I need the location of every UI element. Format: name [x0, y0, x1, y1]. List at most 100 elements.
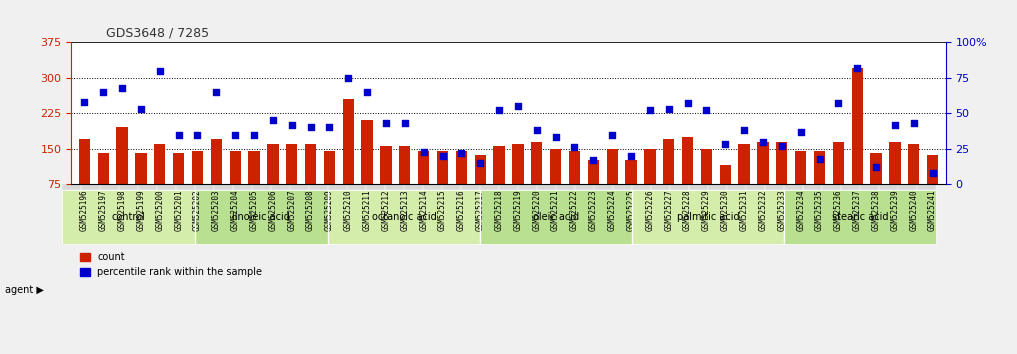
Bar	[644, 149, 656, 184]
Point	[679, 101, 696, 106]
Point	[416, 149, 432, 154]
FancyBboxPatch shape	[841, 184, 860, 190]
Bar	[531, 142, 542, 184]
FancyBboxPatch shape	[157, 184, 176, 190]
Bar	[625, 160, 637, 184]
Point	[208, 89, 225, 95]
FancyBboxPatch shape	[233, 184, 252, 190]
Bar	[569, 151, 580, 184]
Bar	[606, 149, 618, 184]
FancyBboxPatch shape	[670, 184, 690, 190]
FancyBboxPatch shape	[537, 184, 556, 190]
Point	[661, 106, 677, 112]
Bar	[701, 149, 712, 184]
Point	[302, 125, 318, 130]
FancyBboxPatch shape	[518, 184, 537, 190]
FancyBboxPatch shape	[803, 184, 822, 190]
FancyBboxPatch shape	[309, 184, 327, 190]
Bar	[267, 144, 279, 184]
Bar	[286, 144, 297, 184]
Bar	[456, 151, 467, 184]
FancyBboxPatch shape	[271, 184, 290, 190]
Point	[359, 89, 375, 95]
FancyBboxPatch shape	[252, 184, 271, 190]
Point	[699, 108, 715, 113]
Bar	[795, 151, 806, 184]
Bar	[192, 151, 203, 184]
Point	[284, 122, 300, 127]
Point	[868, 164, 884, 170]
Point	[321, 125, 338, 130]
FancyBboxPatch shape	[137, 184, 157, 190]
Point	[472, 160, 488, 166]
Bar	[135, 153, 146, 184]
Bar	[851, 68, 862, 184]
FancyBboxPatch shape	[860, 184, 880, 190]
FancyBboxPatch shape	[746, 184, 765, 190]
Text: octanoic acid: octanoic acid	[371, 212, 436, 222]
Point	[792, 129, 809, 135]
Point	[905, 120, 921, 126]
Bar	[323, 151, 335, 184]
FancyBboxPatch shape	[461, 184, 480, 190]
Bar	[871, 153, 882, 184]
FancyBboxPatch shape	[880, 184, 898, 190]
Point	[887, 122, 903, 127]
Bar	[814, 151, 825, 184]
FancyBboxPatch shape	[480, 184, 499, 190]
Text: palmitic acid: palmitic acid	[677, 212, 739, 222]
Bar	[682, 137, 694, 184]
Text: GDS3648 / 7285: GDS3648 / 7285	[106, 27, 210, 40]
FancyBboxPatch shape	[765, 184, 784, 190]
FancyBboxPatch shape	[442, 184, 461, 190]
FancyBboxPatch shape	[633, 190, 784, 244]
Point	[529, 127, 545, 133]
Point	[849, 65, 865, 71]
Text: control: control	[111, 212, 145, 222]
FancyBboxPatch shape	[62, 184, 80, 190]
FancyBboxPatch shape	[176, 184, 195, 190]
Point	[924, 170, 941, 176]
Point	[454, 150, 470, 156]
Bar	[758, 142, 769, 184]
Bar	[908, 144, 919, 184]
Text: agent ▶: agent ▶	[5, 285, 44, 295]
Bar	[663, 139, 674, 184]
Point	[604, 132, 620, 137]
Point	[547, 135, 563, 140]
FancyBboxPatch shape	[327, 184, 347, 190]
Bar	[776, 142, 787, 184]
FancyBboxPatch shape	[499, 184, 518, 190]
Point	[434, 153, 451, 159]
FancyBboxPatch shape	[784, 184, 803, 190]
Bar	[211, 139, 222, 184]
Bar	[889, 142, 901, 184]
Point	[717, 142, 733, 147]
FancyBboxPatch shape	[917, 184, 937, 190]
Bar	[926, 155, 939, 184]
FancyBboxPatch shape	[784, 190, 937, 244]
Bar	[361, 120, 373, 184]
FancyBboxPatch shape	[575, 184, 594, 190]
Point	[566, 144, 583, 150]
Bar	[475, 155, 486, 184]
Point	[133, 106, 149, 112]
FancyBboxPatch shape	[195, 184, 214, 190]
Point	[585, 157, 601, 163]
FancyBboxPatch shape	[404, 184, 423, 190]
Bar	[78, 139, 91, 184]
FancyBboxPatch shape	[633, 184, 651, 190]
Bar	[550, 149, 561, 184]
Point	[491, 108, 507, 113]
Point	[774, 143, 790, 149]
Point	[227, 132, 243, 137]
Bar	[437, 151, 448, 184]
FancyBboxPatch shape	[384, 184, 404, 190]
Text: oleic acid: oleic acid	[533, 212, 579, 222]
FancyBboxPatch shape	[62, 190, 195, 244]
Bar	[833, 142, 844, 184]
Bar	[155, 144, 166, 184]
Point	[96, 89, 112, 95]
FancyBboxPatch shape	[423, 184, 442, 190]
FancyBboxPatch shape	[613, 184, 633, 190]
